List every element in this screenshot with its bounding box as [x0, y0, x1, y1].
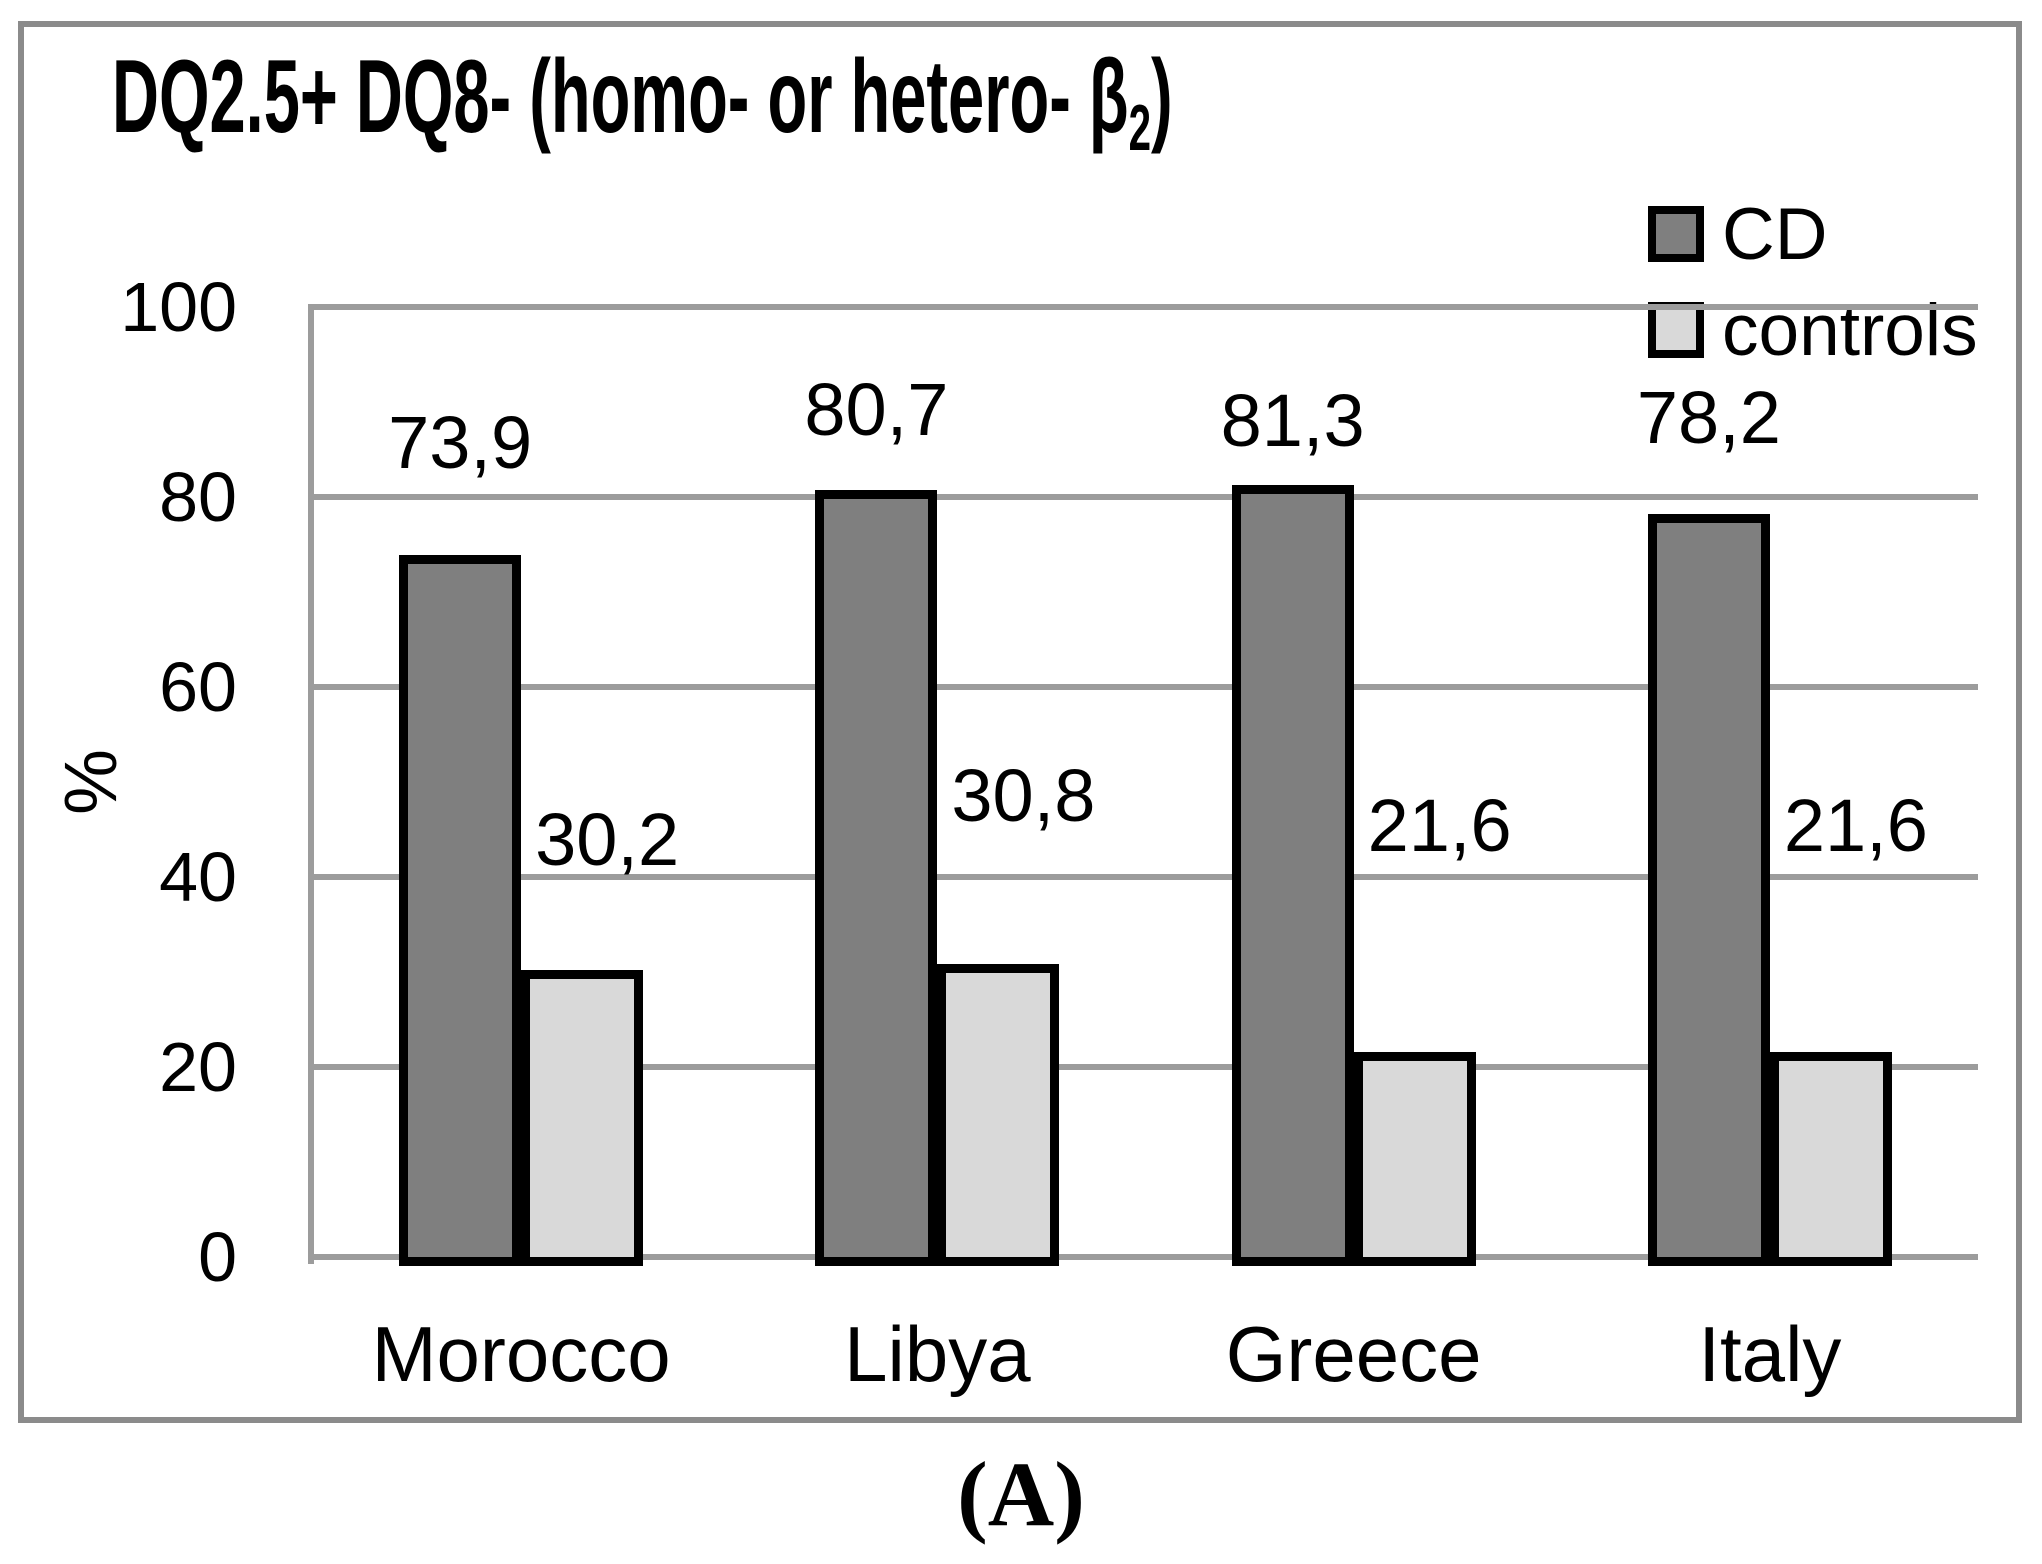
bar-CD-greece	[1231, 484, 1354, 1266]
bar-controls-italy	[1769, 1051, 1892, 1266]
value-label-controls-libya: 30,8	[951, 754, 1096, 837]
gridline-0	[313, 1254, 1978, 1260]
x-axis-label-greece: Greece	[1225, 1310, 1482, 1398]
value-label-CD-italy: 78,2	[1636, 376, 1781, 459]
legend-label-cd: CD	[1722, 193, 1828, 275]
bar-CD-italy	[1647, 514, 1770, 1266]
bar-controls-libya	[937, 964, 1060, 1266]
gridline-80	[313, 494, 1978, 500]
legend: CD controls	[1648, 198, 1978, 395]
bar-CD-libya	[815, 490, 938, 1266]
gridline-100	[313, 304, 1978, 310]
value-label-controls-greece: 21,6	[1367, 784, 1512, 867]
figure-caption: (A)	[957, 1443, 1085, 1545]
value-label-controls-morocco: 30,2	[535, 798, 680, 881]
y-tick-label-60: 60	[159, 648, 237, 726]
bar-controls-greece	[1353, 1051, 1476, 1266]
x-axis-label-italy: Italy	[1698, 1310, 1842, 1398]
chart-title-suffix: )	[1150, 39, 1173, 155]
y-tick-label-40: 40	[159, 838, 237, 916]
value-label-CD-morocco: 73,9	[388, 401, 533, 484]
legend-item-cd: CD	[1648, 198, 1978, 271]
gridline-60	[313, 684, 1978, 690]
y-tick-label-100: 100	[120, 268, 237, 346]
bar-CD-morocco	[399, 554, 522, 1266]
y-axis-line	[308, 304, 314, 1264]
y-axis-title: %	[48, 749, 132, 815]
y-tick-label-80: 80	[159, 458, 237, 536]
bar-controls-morocco	[521, 970, 644, 1266]
value-label-CD-greece: 81,3	[1220, 379, 1365, 462]
controls-series-swatch-icon	[1648, 302, 1704, 358]
x-axis-label-libya: Libya	[844, 1310, 1031, 1398]
y-tick-label-0: 0	[198, 1218, 237, 1296]
chart-title-subscript: 2	[1128, 92, 1151, 165]
x-axis-label-morocco: Morocco	[371, 1310, 671, 1398]
gridline-40	[313, 874, 1978, 880]
chart-title: DQ2.5+ DQ8- (homo- or hetero- β2)	[112, 40, 1173, 164]
gridline-20	[313, 1064, 1978, 1070]
cd-series-swatch-icon	[1648, 206, 1704, 262]
value-label-CD-libya: 80,7	[804, 368, 949, 451]
value-label-controls-italy: 21,6	[1783, 784, 1928, 867]
y-tick-label-20: 20	[159, 1028, 237, 1106]
chart-title-text: DQ2.5+ DQ8- (homo- or hetero- β	[112, 39, 1129, 155]
